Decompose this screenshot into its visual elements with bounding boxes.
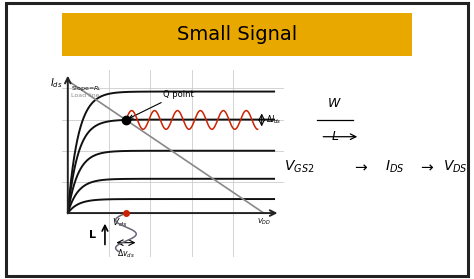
Text: $\rightarrow$: $\rightarrow$ bbox=[352, 159, 369, 174]
Text: $\Delta v_{ds}$: $\Delta v_{ds}$ bbox=[117, 247, 135, 260]
Text: $V_{GS2}$: $V_{GS2}$ bbox=[284, 159, 315, 175]
Text: $V_{DS}$: $V_{DS}$ bbox=[443, 159, 468, 175]
Text: Slope=$R_L$: Slope=$R_L$ bbox=[71, 84, 102, 93]
Text: $L$: $L$ bbox=[331, 130, 339, 143]
Text: Small Signal: Small Signal bbox=[177, 25, 297, 44]
Text: L: L bbox=[89, 230, 96, 240]
Bar bbox=[62, 13, 412, 56]
Text: $V_{ds}$: $V_{ds}$ bbox=[112, 217, 128, 229]
Text: $W$: $W$ bbox=[328, 97, 342, 110]
Text: Load line: Load line bbox=[71, 93, 100, 98]
Text: $\Delta I_{ds}$: $\Delta I_{ds}$ bbox=[266, 114, 282, 126]
Text: Q point: Q point bbox=[129, 90, 194, 118]
Text: $V_{DD}$: $V_{DD}$ bbox=[257, 217, 271, 227]
Text: $\rightarrow$: $\rightarrow$ bbox=[418, 159, 435, 174]
Text: $I_{DS}$: $I_{DS}$ bbox=[385, 159, 405, 175]
Text: $I_{ds}$: $I_{ds}$ bbox=[50, 76, 63, 90]
